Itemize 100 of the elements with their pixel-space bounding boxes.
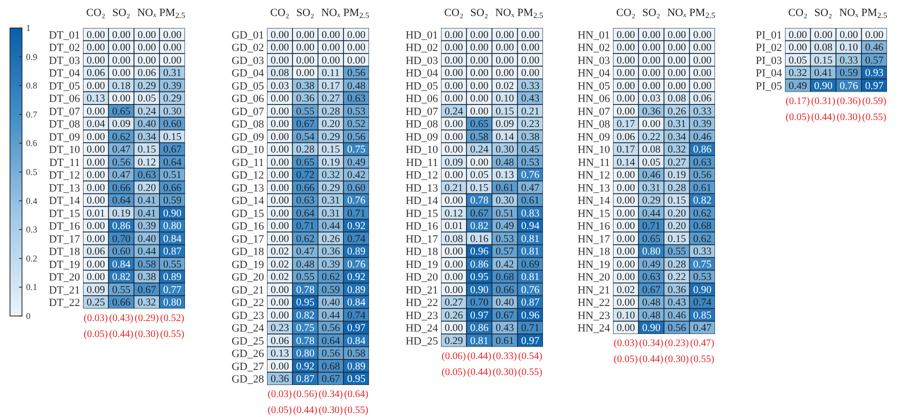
data-label: 0.64: [322, 336, 341, 347]
data-label: 0.13: [496, 170, 514, 182]
x-tick-label: CO₂: [788, 7, 808, 19]
data-label: 0.00: [470, 80, 488, 92]
data-label: 0.00: [496, 68, 514, 80]
x-tick-label: CO₂: [444, 7, 464, 19]
data-label: 0.17: [616, 119, 635, 130]
data-label: 0.36: [642, 106, 660, 118]
data-label: 0.09: [444, 157, 463, 168]
data-label: 0.46: [693, 132, 712, 143]
data-label: 0.00: [616, 94, 635, 105]
data-label: 0.74: [693, 298, 712, 309]
data-label: 0.67: [470, 208, 488, 220]
text: (0.33): [492, 350, 517, 362]
x-tick-label: NOₓ: [137, 7, 158, 19]
data-label: 0.81: [521, 246, 540, 258]
data-label: 0.71: [642, 221, 660, 232]
y-tick-label: HN_06: [578, 93, 610, 106]
data-label: 0.53: [693, 272, 712, 284]
y-tick-label: HN_09: [578, 131, 610, 144]
y-tick-label: HN_05: [578, 80, 610, 92]
y-tick-label: HN_11: [578, 156, 610, 169]
data-label: 0.00: [163, 55, 182, 66]
data-label: 0.65: [470, 119, 488, 130]
data-label: 0.00: [616, 259, 635, 270]
y-tick-label: DT_06: [48, 93, 80, 106]
data-label: 0.00: [642, 30, 660, 41]
y-tick-label: PI_05: [756, 80, 782, 92]
data-label: 0.00: [112, 42, 130, 54]
y-tick-label: GD_01: [232, 29, 264, 42]
data-label: 0.56: [693, 170, 712, 182]
text: (0.30): [134, 328, 159, 340]
data-label: 0.62: [322, 272, 340, 284]
data-label: 0.00: [86, 55, 105, 66]
y-tick-label: GD_25: [232, 335, 264, 348]
data-label: 0.14: [496, 132, 515, 143]
x-tick-label: SO₂: [112, 7, 130, 19]
y-tick-label: HD_01: [406, 29, 438, 42]
text: (0.05): [614, 354, 638, 365]
data-label: 0.55: [163, 259, 182, 270]
y-tick-label: DT_02: [48, 42, 80, 54]
data-label: 0.00: [616, 221, 635, 232]
data-label: 0.00: [270, 106, 289, 118]
data-label: 0.47: [521, 182, 540, 194]
data-label: 0.55: [112, 284, 130, 296]
data-label: 0.44: [322, 221, 341, 232]
data-label: 0.00: [270, 196, 289, 207]
data-label: 0.09: [112, 119, 130, 130]
data-label: 0.44: [642, 208, 662, 220]
data-label: 0.92: [347, 221, 366, 232]
y-tick-label: GD_10: [232, 144, 264, 156]
data-label: 0.00: [86, 182, 105, 194]
data-label: 0.02: [270, 246, 289, 258]
data-label: 0.61: [521, 196, 540, 207]
data-label: 0.00: [270, 221, 289, 232]
data-label: 0.00: [270, 30, 289, 41]
data-label: 0.00: [496, 55, 514, 66]
color-bar-label: 0.4: [26, 196, 38, 206]
data-label: 0.00: [693, 30, 712, 41]
data-label: 0.33: [693, 246, 712, 258]
data-label: 0.21: [444, 182, 463, 194]
data-label: 0.02: [270, 272, 289, 284]
y-tick-label: GD_27: [232, 360, 264, 373]
data-label: 0.03: [270, 80, 289, 92]
data-label: 0.66: [496, 284, 514, 296]
data-label: 0.00: [668, 55, 686, 66]
text: (0.03): [268, 389, 292, 400]
data-label: 0.80: [296, 348, 314, 360]
y-tick-label: HN_21: [578, 284, 610, 296]
y-tick-label: HD_06: [406, 93, 438, 106]
text: (0.56): [293, 389, 318, 400]
x-tick-label: CO₂: [616, 7, 636, 19]
data-label: 0.00: [496, 42, 514, 54]
y-tick-label: HN_15: [578, 208, 610, 220]
data-label: 0.76: [521, 284, 540, 296]
data-label: 0.00: [616, 170, 635, 182]
y-tick-label: HD_05: [406, 80, 438, 92]
data-label: 0.31: [163, 68, 182, 80]
data-label: 0.00: [616, 196, 635, 207]
data-label: 0.00: [270, 182, 289, 194]
x-tick-label: NOₓ: [495, 7, 516, 19]
data-label: 0.00: [86, 272, 105, 284]
text: (0.30): [836, 112, 861, 123]
text: (0.54): [518, 350, 542, 362]
y-tick-label: PI_01: [756, 29, 782, 42]
data-label: 0.01: [444, 221, 463, 232]
data-label: 0.06: [616, 132, 635, 143]
data-label: 0.00: [163, 30, 182, 41]
data-label: 0.87: [163, 246, 182, 258]
y-tick-label: HN_23: [578, 310, 610, 322]
data-label: 0.61: [693, 182, 712, 194]
data-label: 0.30: [496, 144, 514, 156]
data-label: 0.70: [112, 234, 130, 245]
data-label: 0.00: [840, 30, 858, 41]
data-label: 0.27: [668, 157, 686, 168]
data-label: 0.93: [865, 68, 884, 80]
data-label: 0.19: [668, 170, 686, 182]
y-tick-label: GD_22: [232, 297, 264, 310]
data-label: 0.13: [86, 94, 105, 105]
data-label: 0.16: [470, 234, 488, 245]
